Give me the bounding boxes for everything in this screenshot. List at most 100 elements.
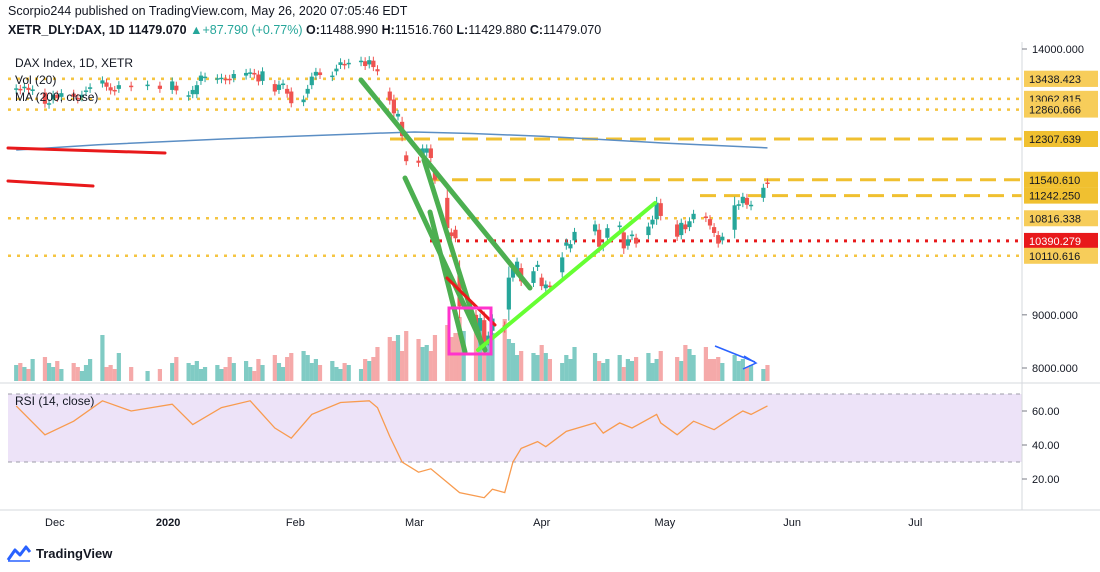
candle	[592, 224, 598, 232]
green-trend-line	[427, 209, 468, 355]
candle	[252, 72, 257, 75]
level-label-box	[1024, 232, 1098, 249]
candle	[416, 160, 421, 163]
volume-bar	[597, 361, 602, 381]
volume-bar	[765, 365, 770, 381]
volume-bar	[744, 367, 750, 381]
candle	[190, 89, 195, 95]
candle	[547, 285, 552, 288]
volume-bar	[748, 365, 754, 381]
candle	[334, 68, 339, 72]
volume-bar	[617, 355, 622, 381]
candle	[535, 264, 540, 267]
candle	[129, 85, 134, 88]
candle	[346, 62, 351, 65]
volume-bar	[26, 369, 31, 381]
x-tick-label: Feb	[286, 517, 305, 529]
volume-bar	[572, 347, 577, 381]
candle	[104, 82, 109, 87]
candle	[342, 63, 347, 66]
volume-bar	[650, 363, 655, 381]
y-tick-label: 8000.000	[1032, 363, 1078, 375]
legend-ma: MA (200, close)	[15, 90, 98, 104]
high-label: H:	[381, 23, 395, 37]
brand-name: TradingView	[36, 545, 113, 561]
candle	[202, 76, 208, 79]
candle	[55, 94, 60, 98]
volume-bar	[256, 359, 261, 381]
candle	[679, 222, 684, 236]
price-chart[interactable]: 13440.74513438.42313062.81512860.6661230…	[0, 0, 1100, 540]
candle	[736, 204, 741, 206]
candle	[51, 94, 56, 100]
volume-bar	[712, 359, 717, 381]
candle	[531, 271, 536, 283]
low-value: 11429.880	[468, 23, 527, 37]
volume-bar	[605, 359, 610, 381]
volume-bar	[400, 351, 405, 381]
axes: 13440.74513438.42313062.81512860.6661230…	[0, 42, 1100, 529]
volume-bar	[55, 361, 60, 381]
volume-bar	[51, 367, 56, 381]
volume-bar	[514, 355, 520, 381]
level-label-box	[1024, 101, 1098, 118]
candle	[317, 72, 323, 76]
volume-bar	[145, 371, 150, 381]
volume-bar	[223, 367, 228, 381]
volume-bar	[560, 363, 565, 381]
horizontal-levels	[8, 77, 1022, 258]
candle	[71, 93, 76, 97]
candle	[634, 237, 639, 244]
volume-bar	[75, 367, 80, 381]
volume-bar	[285, 357, 290, 381]
candle	[375, 69, 380, 72]
volume-bar	[716, 357, 721, 381]
volume-bar	[100, 335, 105, 381]
volume-bar	[428, 351, 433, 381]
volume-bar	[157, 369, 162, 381]
red-trend-line	[445, 276, 497, 327]
ma-200-line	[16, 131, 768, 151]
y-tick-label: 14000.000	[1032, 44, 1084, 56]
candle	[716, 235, 721, 244]
volume-bar	[198, 369, 204, 381]
candle	[100, 80, 105, 84]
candle	[391, 99, 396, 114]
candle	[564, 242, 569, 246]
volume-bar	[22, 367, 27, 381]
candle	[46, 103, 52, 105]
candle	[289, 91, 294, 104]
candle	[432, 171, 438, 180]
volume-bar	[371, 357, 376, 381]
volume-bar	[625, 359, 630, 381]
candle	[231, 73, 236, 79]
volume-bar	[490, 333, 495, 381]
published-line: Scorpio244 published on TradingView.com,…	[8, 4, 408, 18]
volume-bar	[342, 363, 347, 381]
volume-arrow-head	[742, 355, 758, 370]
symbol: XETR_DLY:DAX, 1D	[8, 23, 125, 37]
volume-bar	[276, 363, 282, 381]
volume-bar	[564, 355, 569, 381]
volume-bar	[519, 351, 524, 381]
volume-bar	[658, 351, 663, 381]
volume-bar	[330, 361, 335, 381]
candle	[305, 88, 310, 94]
candle	[650, 219, 655, 225]
volume-bar	[252, 371, 257, 381]
volume-bar	[334, 367, 339, 381]
level-label: 11242.250	[1029, 191, 1080, 203]
candle	[707, 219, 713, 226]
level-label-box	[1024, 247, 1098, 264]
volume-bar	[691, 355, 696, 381]
candle	[420, 148, 425, 156]
candles	[14, 56, 770, 354]
rsi-tick-label: 20.00	[1032, 474, 1060, 486]
volume-bar	[363, 359, 368, 381]
candle	[330, 75, 335, 78]
volume-bar	[387, 337, 392, 381]
candle	[539, 277, 544, 287]
candle	[363, 61, 368, 67]
candle	[18, 88, 23, 91]
volume-bar	[280, 367, 286, 381]
